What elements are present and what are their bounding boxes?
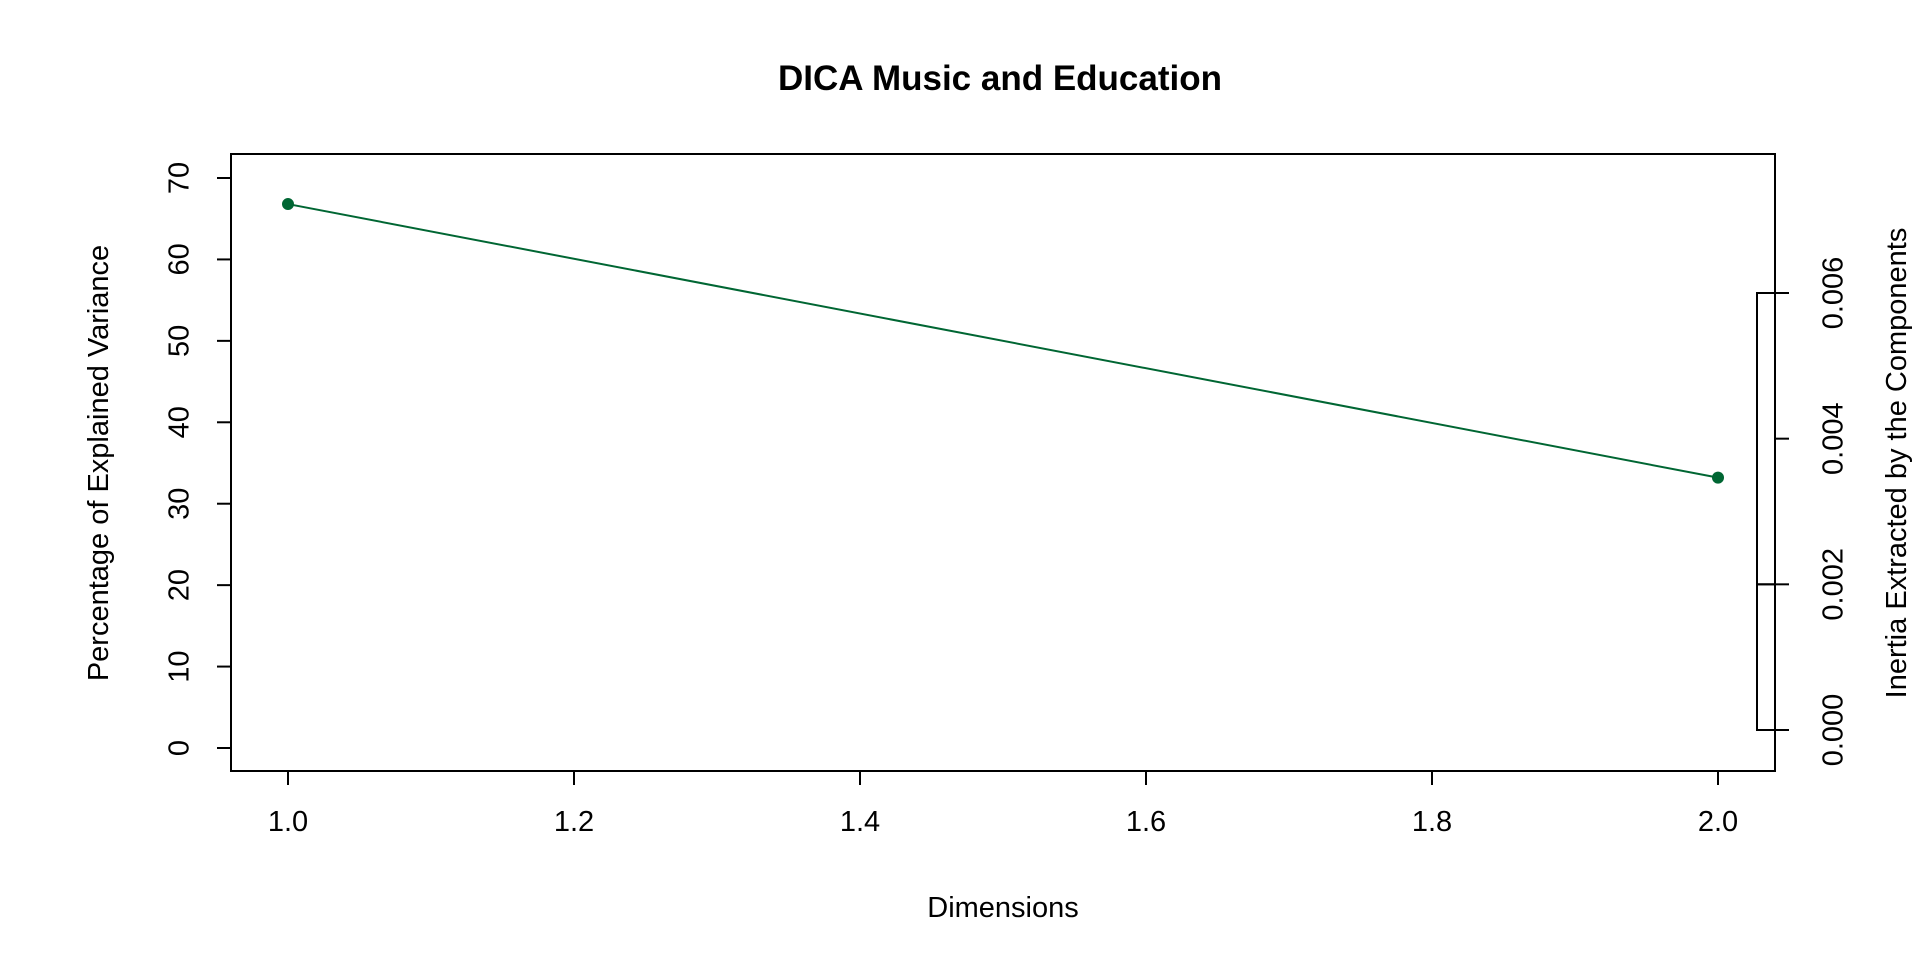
inertia-bars: [1756, 292, 1776, 731]
y-tick-label: 40: [164, 406, 196, 438]
x-tick-label: 1.8: [1412, 806, 1452, 838]
y-tick-label: 60: [164, 243, 196, 275]
inertia-bar: [1756, 292, 1776, 586]
x-tick-label: 2.0: [1698, 806, 1738, 838]
x-axis-label: Dimensions: [927, 892, 1079, 924]
x-tick-label: 1.2: [554, 806, 594, 838]
y-tick-label: 10: [164, 650, 196, 682]
y-tick-label: 20: [164, 569, 196, 601]
data-point: [1712, 471, 1724, 484]
x-tick-label: 1.4: [840, 806, 880, 838]
data-point: [282, 198, 294, 211]
series-line: [287, 203, 1719, 479]
x-tick-label: 1.0: [268, 806, 308, 838]
y-tick-label: 70: [164, 162, 196, 194]
y-tick-label: 50: [164, 325, 196, 357]
x-axis: 1.0 1.2 1.4 1.6 1.8 2.0: [268, 771, 1738, 838]
secondary-y-axis-label: Inertia Extracted by the Components: [1881, 228, 1913, 699]
series-layer: [282, 198, 1724, 484]
secondary-y-tick-label: 0.006: [1818, 257, 1850, 330]
inertia-bar: [1756, 583, 1776, 731]
x-tick-label: 1.6: [1126, 806, 1166, 838]
chart-title: DICA Music and Education: [778, 59, 1222, 98]
y-axis-label: Percentage of Explained Variance: [83, 245, 115, 681]
secondary-y-axis: 0.000 0.002 0.004 0.006: [1774, 257, 1850, 767]
secondary-y-tick-label: 0.002: [1818, 548, 1850, 621]
y-axis: 0 10 20 30 40 50 60 70: [164, 162, 231, 756]
y-tick-label: 0: [164, 740, 196, 756]
secondary-y-tick-label: 0.004: [1818, 402, 1850, 475]
secondary-y-tick-label: 0.000: [1818, 694, 1850, 767]
plot-frame: [230, 153, 1776, 772]
y-tick-label: 30: [164, 488, 196, 520]
